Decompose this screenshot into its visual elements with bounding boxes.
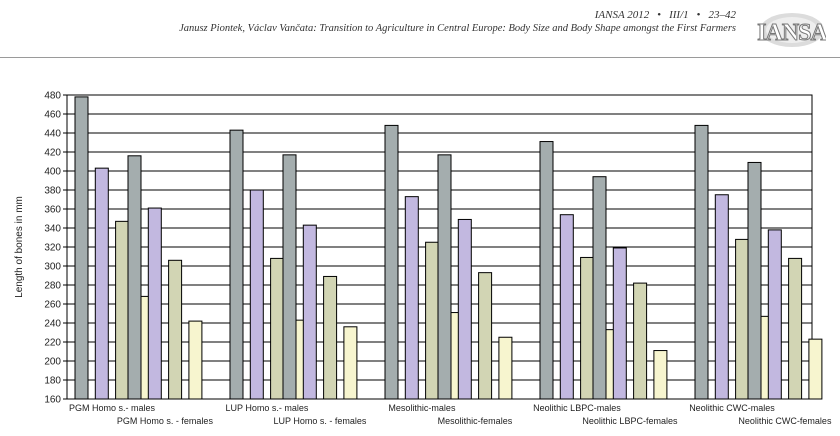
y-tick-label: 300 — [44, 262, 61, 273]
x-category-label: PGM Homo s. - females — [117, 416, 214, 426]
bar — [188, 320, 203, 400]
bar — [714, 194, 729, 400]
bar — [612, 247, 627, 400]
x-category-label: Neolithic CWC-males — [689, 403, 775, 413]
y-tick-label: 160 — [44, 395, 61, 406]
bar — [580, 256, 595, 400]
bar — [323, 275, 338, 400]
y-tick-label: 360 — [44, 205, 61, 216]
journal-volume: III/1 — [669, 9, 689, 21]
y-tick-label: 320 — [44, 243, 61, 254]
header-divider — [0, 57, 840, 58]
x-category-label: Mesolithic-males — [388, 403, 456, 413]
journal-name: IANSA 2012 — [594, 9, 650, 21]
bar — [74, 96, 89, 400]
y-tick-label: 180 — [44, 376, 61, 387]
bar — [767, 229, 782, 400]
bar — [735, 238, 750, 400]
bar — [168, 259, 183, 400]
bar — [457, 218, 472, 400]
bar — [747, 161, 762, 400]
y-tick-label: 440 — [44, 129, 61, 140]
y-tick-label: 280 — [44, 281, 61, 292]
y-tick-label: 220 — [44, 338, 61, 349]
bar — [592, 176, 607, 400]
iansa-logo: IANSA — [757, 13, 826, 47]
journal-citation: IANSA 2012 • III/1 • 23–42 — [595, 9, 736, 21]
bar — [270, 257, 285, 400]
x-category-label: Neolithic LBPC-females — [582, 416, 678, 426]
bar — [302, 224, 317, 400]
bar — [437, 154, 452, 400]
bar — [633, 282, 648, 400]
y-tick-label: 200 — [44, 357, 61, 368]
bar — [115, 220, 130, 400]
bar — [404, 196, 419, 400]
y-tick-label: 260 — [44, 300, 61, 311]
bullet-separator: • — [657, 9, 662, 21]
x-category-label: Mesolithic-females — [438, 416, 513, 426]
bar — [788, 257, 803, 400]
y-tick-label: 340 — [44, 224, 61, 235]
y-axis-label: Length of bones in mm — [14, 196, 25, 298]
y-tick-label: 420 — [44, 148, 61, 159]
bar — [127, 155, 142, 400]
y-tick-label: 480 — [44, 91, 61, 102]
y-tick-label: 460 — [44, 110, 61, 121]
bar — [539, 141, 554, 400]
y-tick-label: 240 — [44, 319, 61, 330]
bar — [147, 207, 162, 400]
bar — [94, 167, 109, 400]
x-category-label: LUP Homo s. - females — [274, 416, 367, 426]
bar — [249, 189, 264, 400]
bar — [343, 326, 358, 400]
bar — [229, 129, 244, 400]
bullet-separator: • — [696, 9, 701, 21]
y-tick-label: 380 — [44, 186, 61, 197]
article-title: Janusz Piontek, Václav Vančata: Transiti… — [179, 23, 736, 34]
bar — [478, 272, 493, 400]
bar — [498, 336, 513, 400]
bar — [559, 214, 574, 400]
x-category-label: Neolithic LBPC-males — [533, 403, 621, 413]
bar — [694, 124, 709, 400]
bone-length-chart: 160 180 200 220 240 260 280 300 320 340 360 380 400 4… — [14, 91, 832, 427]
x-category-label: LUP Homo s.- males — [226, 403, 309, 413]
bar — [653, 350, 668, 400]
bar — [425, 241, 440, 400]
y-tick-label: 400 — [44, 167, 61, 178]
page-header: IANSA 2012 • III/1 • 23–42 Janusz Piontek, V… — [0, 0, 840, 58]
svg-text:IANSA: IANSA — [757, 20, 826, 46]
x-category-label: PGM Homo s.- males — [69, 403, 156, 413]
x-category-label: Neolithic CWC-females — [738, 416, 832, 426]
journal-pages: 23–42 — [708, 9, 737, 21]
bar — [808, 338, 823, 400]
bar — [282, 154, 297, 400]
bar — [384, 124, 399, 400]
